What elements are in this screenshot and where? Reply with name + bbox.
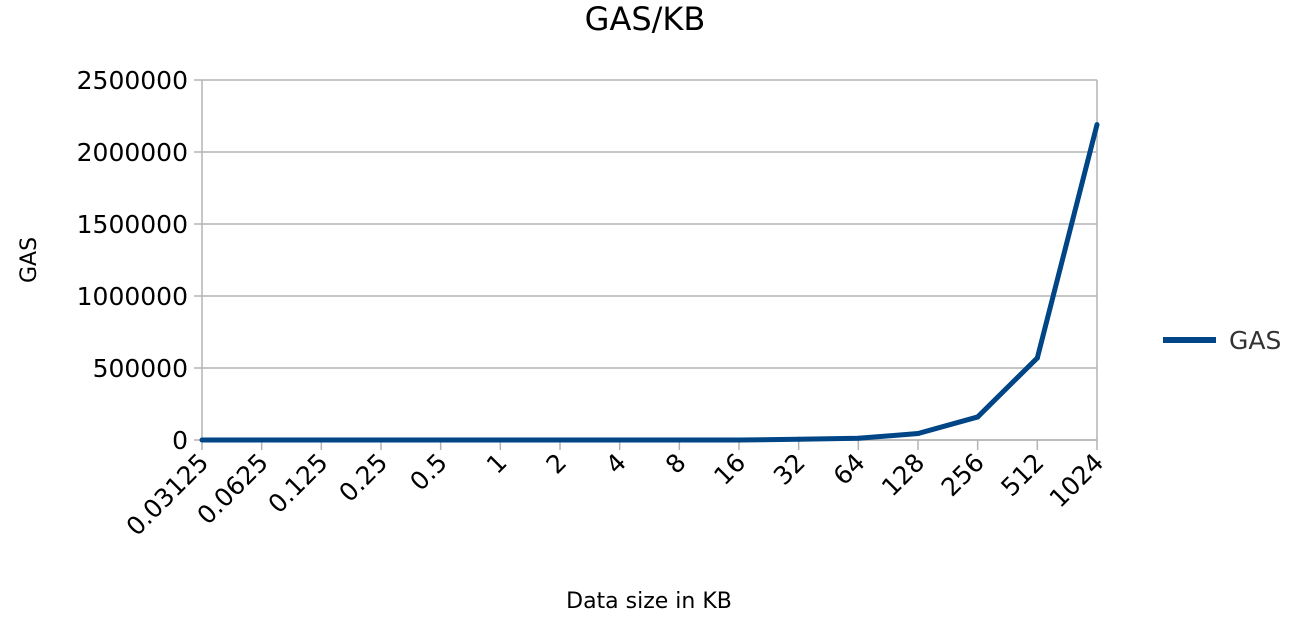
data-point-0-6 bbox=[557, 437, 563, 443]
x-axis-label: Data size in KB bbox=[566, 589, 732, 614]
y-tick-labels: 0 500000 1000000 1500000 2000000 2500000 bbox=[77, 66, 188, 455]
series-line-0 bbox=[202, 124, 1100, 443]
data-point-0-9 bbox=[736, 437, 742, 443]
x-tick-label-9: 16 bbox=[708, 448, 751, 491]
x-tick-label-14: 512 bbox=[995, 448, 1049, 502]
data-point-0-3 bbox=[378, 437, 384, 443]
x-tick-label-13: 256 bbox=[936, 448, 990, 502]
x-tick-label-8: 8 bbox=[660, 448, 692, 480]
data-point-0-15 bbox=[1094, 122, 1100, 128]
y-tick-label-4: 2000000 bbox=[77, 138, 188, 167]
data-point-0-2 bbox=[318, 437, 324, 443]
legend-label-gas: GAS bbox=[1229, 326, 1281, 355]
x-tick-label-6: 2 bbox=[540, 448, 572, 480]
data-point-0-1 bbox=[259, 437, 265, 443]
x-tick-label-3: 0.25 bbox=[333, 448, 393, 508]
series-lines bbox=[199, 122, 1100, 443]
y-tick-label-2: 1000000 bbox=[77, 282, 188, 311]
data-point-0-0 bbox=[199, 437, 205, 443]
x-tick-label-11: 64 bbox=[828, 448, 871, 491]
grid-lines bbox=[202, 79, 1097, 441]
x-tick-label-2: 0.125 bbox=[262, 448, 333, 519]
x-tick-label-12: 128 bbox=[876, 448, 930, 502]
data-point-0-4 bbox=[438, 437, 444, 443]
y-tick-label-0: 0 bbox=[172, 426, 188, 455]
data-point-0-11 bbox=[855, 435, 861, 441]
y-axis-label: GAS bbox=[17, 237, 42, 283]
y-tick-label-1: 500000 bbox=[93, 354, 188, 383]
y-tick-label-3: 1500000 bbox=[77, 210, 188, 239]
x-tick-label-0: 0.03125 bbox=[121, 448, 215, 542]
x-tick-label-10: 32 bbox=[768, 448, 811, 491]
data-point-0-8 bbox=[676, 437, 682, 443]
y-tick-label-5: 2500000 bbox=[77, 66, 188, 95]
x-tick-label-15: 1024 bbox=[1044, 448, 1109, 513]
chart-title: GAS/KB bbox=[585, 0, 706, 38]
data-point-0-7 bbox=[617, 437, 623, 443]
data-point-0-5 bbox=[497, 437, 503, 443]
legend: GAS bbox=[1163, 326, 1281, 355]
data-point-0-10 bbox=[796, 436, 802, 442]
data-point-0-13 bbox=[975, 414, 981, 420]
data-point-0-12 bbox=[915, 431, 921, 437]
x-tick-label-5: 1 bbox=[481, 448, 513, 480]
x-tick-label-7: 4 bbox=[600, 448, 632, 480]
x-tick-label-4: 0.5 bbox=[404, 448, 453, 497]
axes bbox=[194, 79, 1098, 450]
data-point-0-14 bbox=[1034, 355, 1040, 361]
